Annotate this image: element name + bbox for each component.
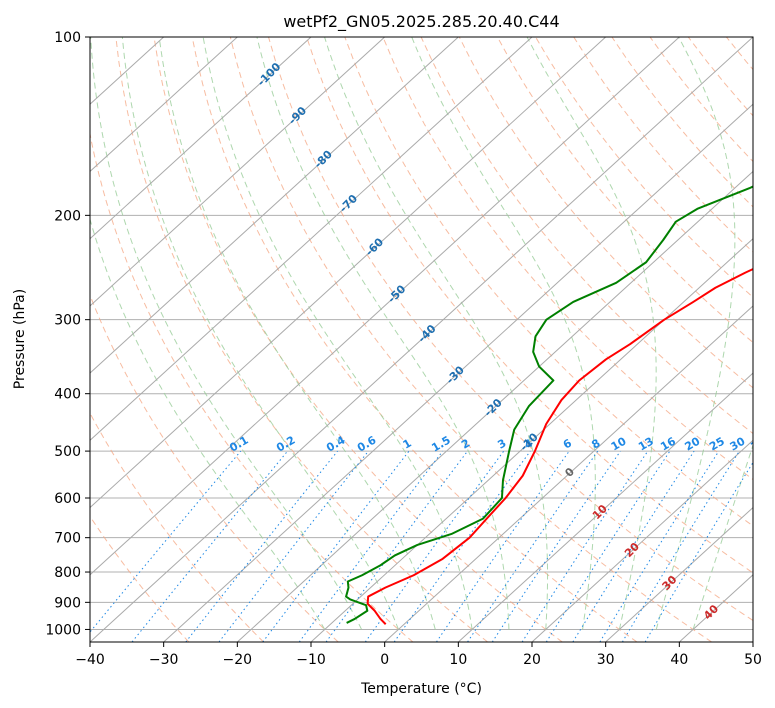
dry-adiabat-line	[306, 37, 753, 574]
x-tick-label: −30	[149, 652, 179, 668]
isotherm-line	[605, 506, 753, 642]
temperature-profile-line	[366, 267, 753, 625]
y-tick-label: 700	[54, 531, 81, 547]
x-tick-label: 20	[523, 652, 541, 668]
y-tick-label: 900	[54, 595, 81, 611]
isotherm-line	[90, 37, 459, 374]
isotherm-line	[236, 170, 753, 642]
moist-adiabat-line	[526, 37, 657, 630]
sounding-series	[345, 185, 753, 625]
y-axis-ticks: 100 200 300 400 500 600 700 800 900 1000	[45, 30, 90, 638]
dry-adiabat-line	[497, 37, 753, 344]
moist-adiabat-line	[158, 37, 436, 630]
dry-adiabat-line	[535, 37, 753, 298]
x-tick-label: 0	[380, 652, 389, 668]
y-tick-label: 400	[54, 387, 81, 403]
x-tick-label: 40	[670, 652, 688, 668]
y-tick-label: 800	[54, 565, 81, 581]
isotherm-line	[531, 439, 753, 642]
moist-adiabat-line	[256, 37, 510, 630]
isotherm-line	[90, 37, 680, 576]
isotherm-line	[90, 37, 753, 642]
isotherm-line	[90, 37, 386, 307]
dry-adiabat-line	[90, 293, 339, 642]
mixing-ratio-line	[131, 450, 288, 642]
y-tick-label: 1000	[45, 622, 81, 638]
moist-adiabats	[90, 37, 753, 630]
moist-adiabat-line	[411, 37, 596, 630]
moist-adiabat-line	[121, 37, 399, 630]
dry-adiabat-line	[153, 37, 563, 642]
mixing-ratio-line	[491, 450, 621, 642]
mixing-ratio-line	[572, 450, 695, 642]
y-tick-label: 200	[54, 208, 81, 224]
x-tick-label: 10	[449, 652, 467, 668]
plot-area: 0.10.20.40.611.52346810131620253036-100-…	[90, 37, 768, 642]
y-tick-label: 600	[54, 491, 81, 507]
isotherms	[90, 37, 753, 642]
isotherm-line	[90, 37, 607, 509]
isotherm-line	[90, 37, 238, 173]
y-axis-title: Pressure (hPa)	[12, 289, 28, 389]
x-axis-title: Temperature (°C)	[360, 681, 482, 697]
mixing-ratio-line	[467, 450, 599, 642]
mixing-ratio-line	[599, 450, 720, 642]
dry-adiabat-line	[90, 412, 264, 642]
x-tick-label: −40	[75, 652, 105, 668]
mixing-ratio-label: 36	[748, 434, 768, 453]
mixing-ratio-line	[185, 450, 338, 642]
dewpoint-profile-line	[345, 185, 753, 624]
moist-adiabat-line	[90, 37, 363, 630]
chart-title: wetPf2_GN05.2025.285.20.40.C44	[283, 12, 559, 32]
y-tick-label: 500	[54, 444, 81, 460]
x-axis-ticks: −40 −30 −20 −10 0 10 20 30 40 50	[75, 642, 762, 668]
dry-adiabat-line	[191, 37, 638, 642]
dry-adiabat-line	[268, 37, 753, 622]
dry-adiabat-line	[90, 515, 190, 642]
mixing-ratio-line	[393, 450, 531, 642]
x-tick-label: 30	[597, 652, 615, 668]
x-tick-label: −10	[296, 652, 326, 668]
x-tick-label: 50	[744, 652, 762, 668]
mixing-ratio-line	[621, 450, 740, 642]
x-tick-label: −20	[223, 652, 253, 668]
isotherm-line	[457, 372, 753, 642]
moist-adiabat-line	[655, 37, 736, 630]
mixing-ratio-line	[436, 450, 570, 642]
isotherm-line	[384, 305, 753, 642]
mixing-ratio-line	[521, 450, 649, 642]
isotherm-line	[90, 37, 312, 240]
mixing-ratio-line	[262, 450, 410, 642]
isotherm-line	[90, 37, 533, 442]
dry-adiabat-line	[90, 131, 414, 642]
mixing-ratio-line	[644, 461, 753, 642]
isotherm-line	[310, 237, 753, 642]
dry-adiabat-line	[115, 37, 488, 642]
y-tick-label: 100	[54, 30, 81, 46]
moist-adiabat-line	[692, 443, 753, 630]
isotherm-line	[163, 103, 753, 642]
moist-adiabat-line	[324, 37, 549, 630]
plot-frame	[89, 36, 754, 643]
y-tick-label: 300	[54, 313, 81, 329]
mixing-ratio-line	[545, 450, 671, 642]
mixing-ratio-lines	[90, 450, 753, 642]
